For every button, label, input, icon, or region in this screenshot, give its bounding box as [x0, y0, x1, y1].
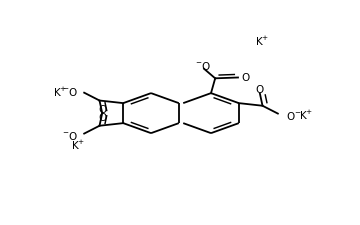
- Text: $^{-}$O: $^{-}$O: [194, 60, 211, 72]
- Text: K$^{+}$: K$^{+}$: [53, 85, 67, 98]
- Text: O$^{-}$: O$^{-}$: [286, 110, 302, 122]
- Text: O: O: [255, 84, 264, 94]
- Text: O: O: [241, 73, 249, 83]
- Text: K$^{+}$: K$^{+}$: [299, 108, 313, 122]
- Text: K$^{+}$: K$^{+}$: [256, 35, 270, 48]
- Text: O: O: [99, 104, 107, 114]
- Text: O: O: [99, 113, 107, 123]
- Text: K$^{+}$: K$^{+}$: [71, 138, 85, 151]
- Text: $^{-}$O: $^{-}$O: [62, 86, 78, 98]
- Text: $^{-}$O: $^{-}$O: [62, 129, 78, 141]
